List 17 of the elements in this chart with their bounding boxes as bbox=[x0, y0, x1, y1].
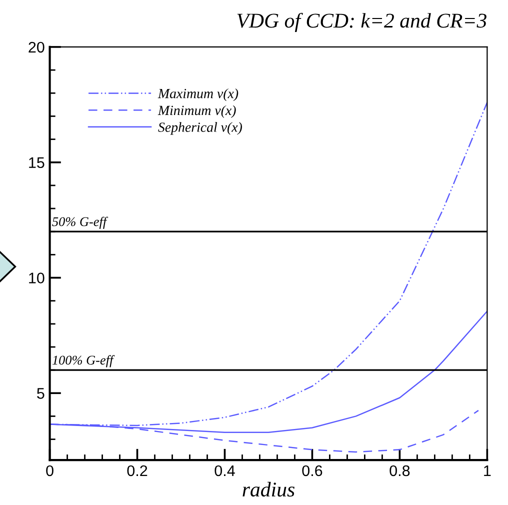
legend-label: Minimum v(x) bbox=[158, 105, 236, 118]
y-tick-label: 20 bbox=[28, 42, 44, 53]
x-tick-label: 1 bbox=[484, 465, 491, 476]
legend-label: Sepherical v(x) bbox=[158, 122, 242, 135]
x-tick-label: 0.8 bbox=[390, 465, 410, 476]
chart-title: VDG of CCD: k=2 and CR=3 bbox=[237, 12, 486, 32]
x-tick-label: 0.2 bbox=[127, 465, 148, 476]
ref-line-label: 100% G-eff bbox=[52, 355, 115, 368]
y-tick-label: 5 bbox=[37, 388, 44, 399]
legend-label: Maximum v(x) bbox=[158, 88, 238, 102]
ref-line-label: 50% G-eff bbox=[52, 216, 108, 229]
y-tick-label: 10 bbox=[29, 272, 44, 284]
y-tick-label: 15 bbox=[29, 157, 44, 168]
x-axis-title: radius bbox=[242, 482, 294, 497]
x-tick-label: 0.4 bbox=[214, 465, 235, 476]
x-tick-label: 0 bbox=[46, 465, 54, 476]
x-tick-label: 0.6 bbox=[302, 465, 322, 476]
